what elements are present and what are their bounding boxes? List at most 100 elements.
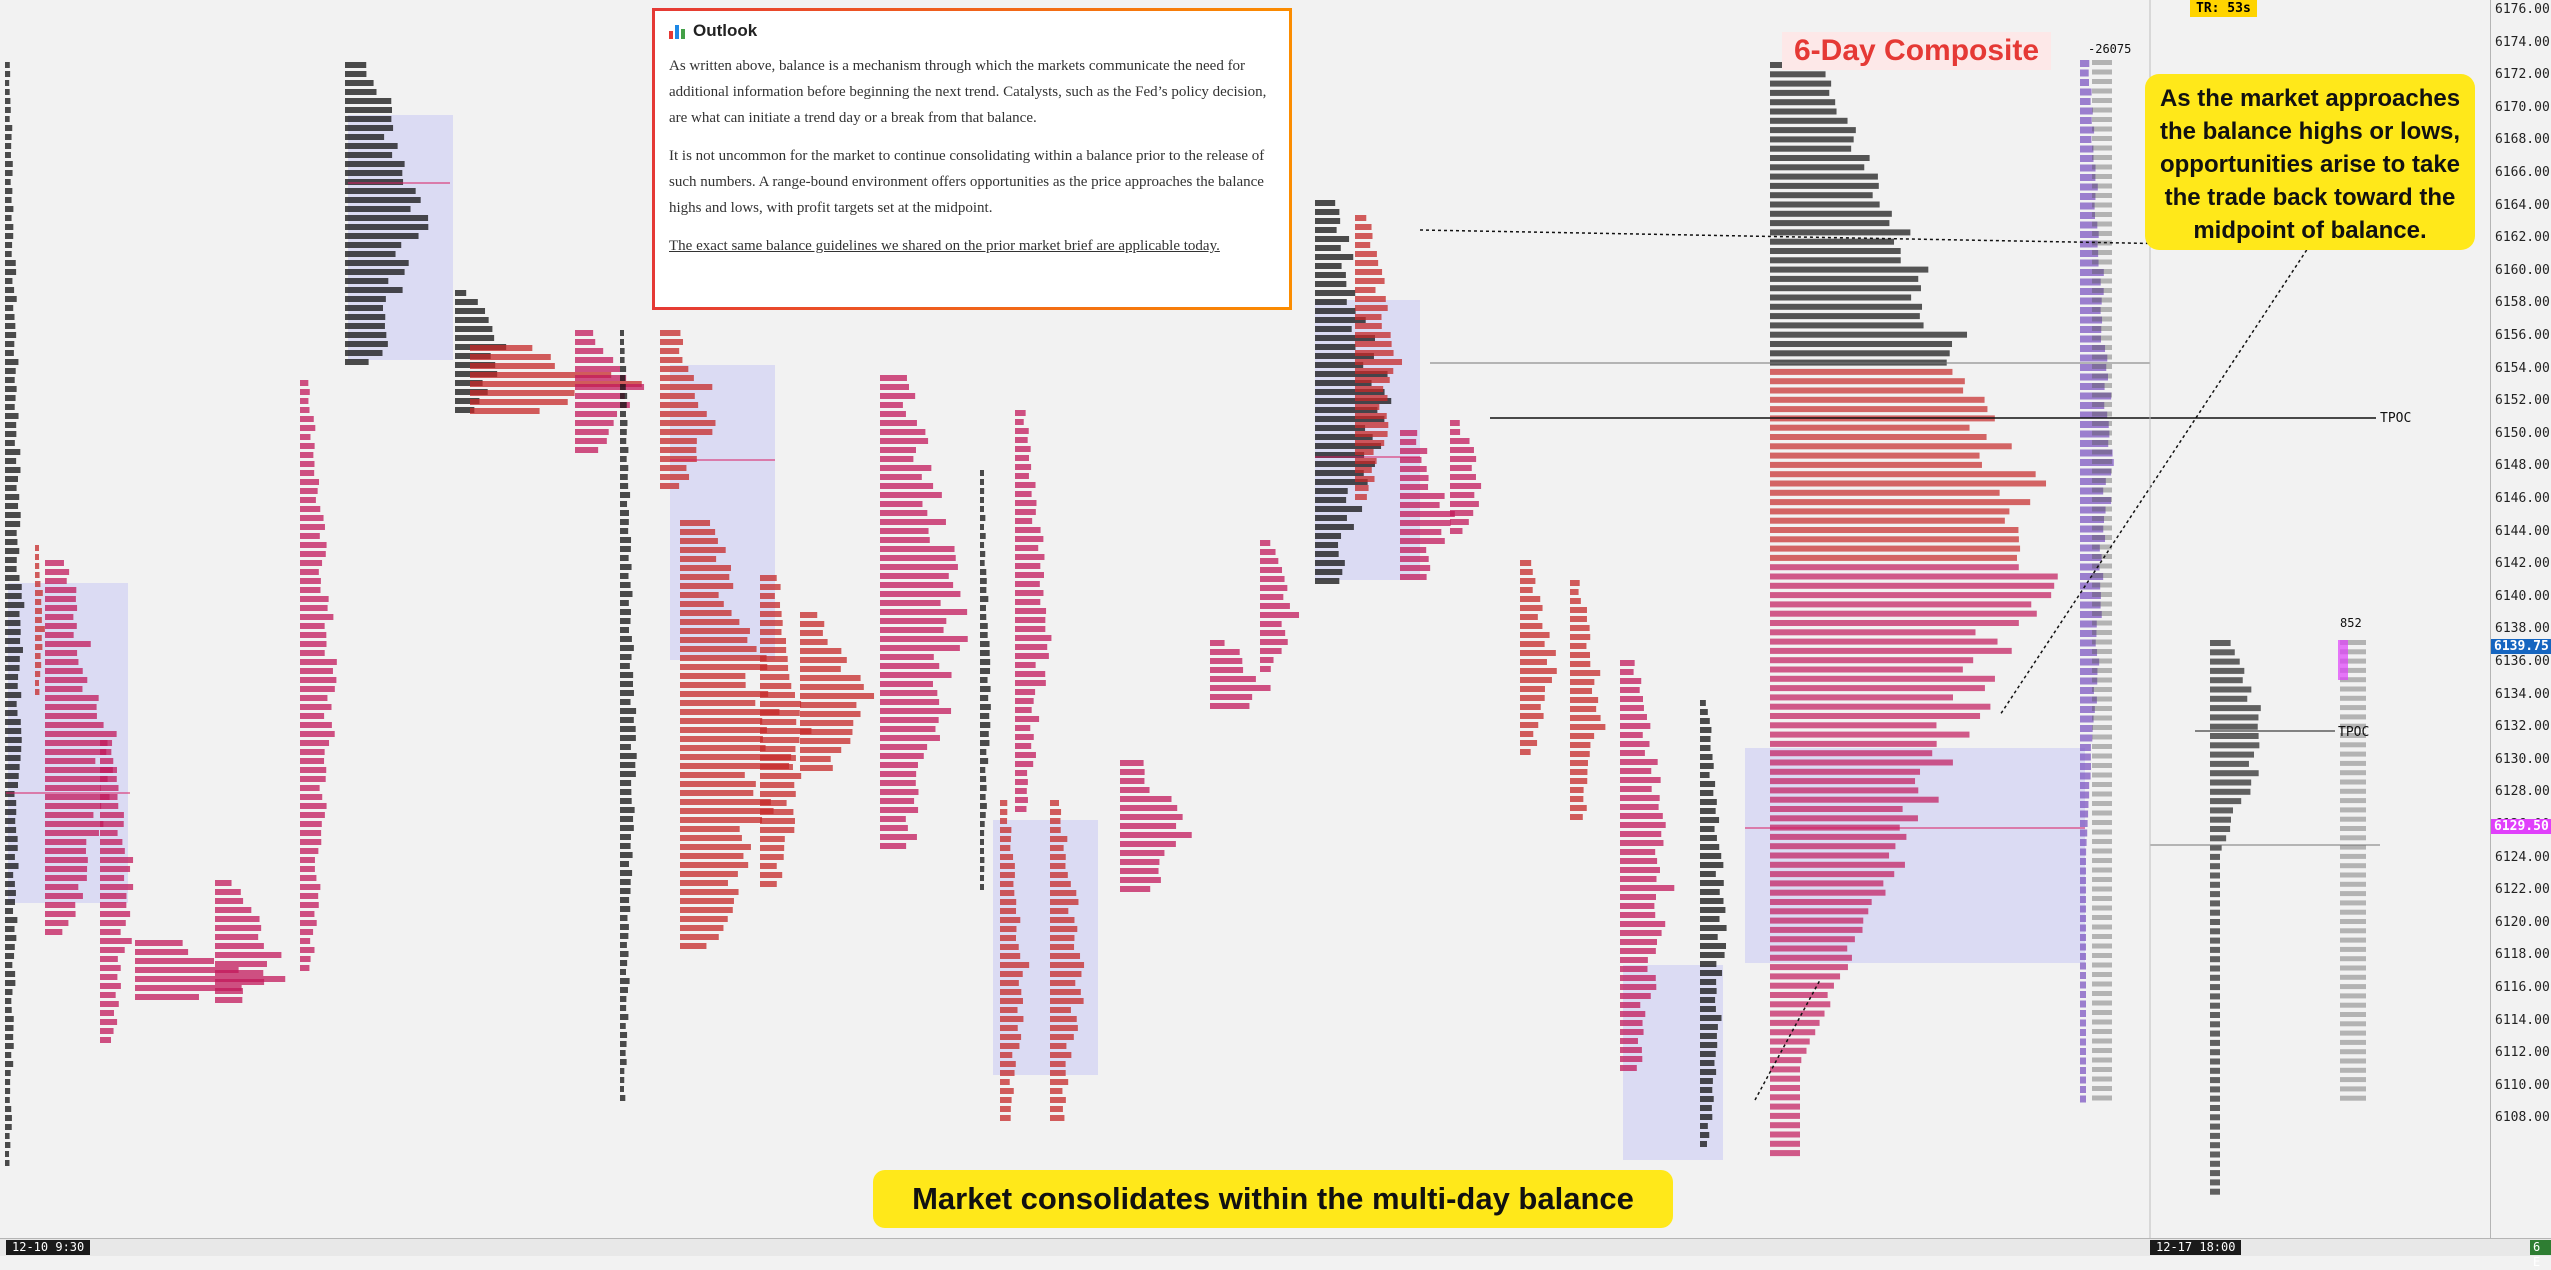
composite-tpo-row [1770,564,2019,571]
price-tick: 6158.00 [2495,295,2550,311]
tpo-row [760,593,775,599]
tpo-row [800,729,853,735]
tpo-row [215,925,262,931]
tpo-row [5,764,20,770]
composite-tpo-row [1770,638,1998,645]
tpo-row [1000,926,1017,932]
tpo-row [5,791,15,797]
tpo-row [300,461,315,467]
tpo-row [5,989,13,995]
volume-bar [2080,221,2098,229]
price-tick: 6138.00 [2495,621,2550,637]
tpo-row [1570,742,1591,748]
tpo-row [660,465,687,471]
tpo-row [100,758,114,764]
recent-tpo-row [2210,1002,2220,1009]
volume-label [2340,1086,2366,1092]
volume-label [2092,326,2112,331]
volume-label [2092,506,2112,512]
composite-tpo-row [1770,1103,1800,1110]
tpo-row [1210,649,1240,655]
tpo-row [1015,500,1037,506]
tpo-row [1570,724,1606,730]
volume-label [2092,877,2112,882]
tpo-row [1015,446,1031,452]
composite-tpo-row [1770,601,2032,608]
tpo-row [100,857,134,863]
tpo-row [680,835,742,841]
outlook-paragraph-3-link[interactable]: The exact same balance guidelines we sha… [669,238,1220,254]
tpo-row [100,884,134,890]
tpo-row [215,979,265,985]
callout-arrow [1419,229,2181,245]
tpo-row [880,672,952,678]
volume-label [2092,554,2112,559]
tpo-row [760,854,784,860]
tpo-row [1355,494,1367,500]
tpo-row [470,363,555,369]
chart-canvas[interactable] [0,0,2490,1238]
tpo-row [5,269,17,275]
volume-label [2340,1030,2366,1036]
recent-tpo-row [2210,1067,2220,1074]
price-tick: 6170.00 [2495,99,2550,115]
tpo-row [5,305,14,311]
price-axis[interactable]: 6176.00 6174.00 6172.00 6170.00 6168.00 6166.… [2490,0,2551,1238]
volume-bar [2080,658,2100,666]
composite-tpo-row [1770,387,1964,394]
tpo-row [1570,778,1588,784]
price-tick: 6112.00 [2495,1045,2550,1061]
recent-tpo-row [2210,1132,2220,1139]
volume-bar [2080,259,2099,267]
tpo-row [1620,768,1652,774]
tpo-row [1700,709,1708,715]
tpo-row [760,701,802,707]
volume-bar [2080,715,2094,723]
tpo-row [620,582,631,588]
tpo-row [660,456,697,462]
volume-label [2340,872,2366,878]
tpo-row [35,581,41,587]
tpo-row [300,848,319,854]
tpo-row [620,1041,627,1047]
tpo-row [620,456,627,462]
tpo-row [45,848,86,854]
market-profile-chart[interactable] [0,0,2490,1238]
composite-tpo-row [1770,1131,1800,1138]
tpo-row [1015,464,1032,470]
time-axis[interactable]: 12-10 9:30 12-17 18:00 6 E [0,1238,2551,1269]
volume-label [2092,1048,2112,1053]
volume-label [2092,810,2112,816]
tpo-row [575,420,614,426]
volume-bar [2080,1086,2086,1093]
tpo-row [620,384,626,390]
tpo-row [760,827,795,833]
tpo-row [760,746,796,752]
tpo-row [1000,1007,1018,1013]
tpo-row [1520,731,1534,737]
tpo-row [980,479,984,485]
recent-tpo-row [2210,705,2261,712]
tpo-row [5,1115,12,1121]
volume-bar [2080,183,2098,191]
tpo-row [1050,917,1075,923]
tpo-row [1355,431,1388,437]
tpo-row [300,443,315,449]
tpo-row [1000,827,1012,833]
composite-tpo-row [1770,452,1980,459]
tpo-row [1620,777,1661,783]
tpo-row [1315,371,1388,377]
volume-label [2092,117,2112,122]
tpo-row [345,323,385,329]
tpo-row [980,875,985,881]
tpo-row [35,554,39,560]
volume-bar [2080,649,2098,656]
tpo-row [100,812,124,818]
composite-tpo-row [1770,666,1963,673]
tpo-row [5,233,14,239]
tpo-row [1355,440,1385,446]
composite-tpo-row [1770,508,2010,515]
tpo-row [880,402,903,408]
tpo-row [880,582,954,588]
tpo-row [1015,770,1028,776]
